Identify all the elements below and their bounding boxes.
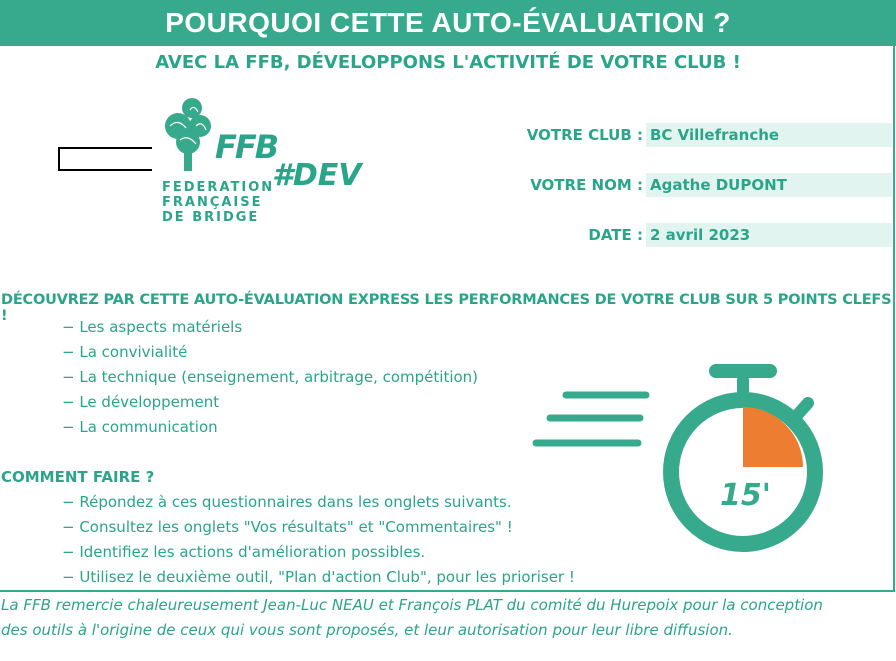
list-item: − Consultez les onglets "Vos résultats" … xyxy=(62,518,513,536)
logo-federation-text: FEDERATION FRANÇAISE DE BRIDGE xyxy=(162,180,274,225)
intro-title: DÉCOUVREZ PAR CETTE AUTO-ÉVALUATION EXPR… xyxy=(1,292,892,324)
date-field[interactable]: 2 avril 2023 xyxy=(646,223,892,247)
list-item: − Utilisez le deuxième outil, "Plan d'ac… xyxy=(62,568,575,586)
subtitle: AVEC LA FFB, DÉVELOPPONS L'ACTIVITÉ DE V… xyxy=(155,52,741,73)
list-item: − La convivialité xyxy=(62,343,188,361)
stopwatch-icon: 15' xyxy=(532,364,823,552)
ffb-tree-logo-icon xyxy=(165,98,211,171)
footer-credits: La FFB remercie chaleureusement Jean-Luc… xyxy=(1,593,823,643)
date-label: DATE : xyxy=(588,226,643,244)
footer-line-1: La FFB remercie chaleureusement Jean-Luc… xyxy=(1,596,823,614)
list-item: − La communication xyxy=(62,418,218,436)
footer-line-2: des outils à l'origine de ceux qui vous … xyxy=(1,621,733,639)
logo-line-2: FRANÇAISE xyxy=(162,195,263,210)
list-item: − La technique (enseignement, arbitrage,… xyxy=(62,368,479,386)
name-field[interactable]: Agathe DUPONT xyxy=(646,173,892,197)
club-field[interactable]: BC Villefranche xyxy=(646,123,892,147)
howto-list: − Répondez à ces questionnaires dans les… xyxy=(62,490,575,590)
key-points-list: − Les aspects matériels − La convivialit… xyxy=(62,315,478,440)
stopwatch-label: 15' xyxy=(720,478,771,513)
logo-line-1: FEDERATION xyxy=(162,180,275,195)
list-item: − Répondez à ces questionnaires dans les… xyxy=(62,493,512,511)
sheet-border xyxy=(0,46,895,592)
list-item: − Le développement xyxy=(62,393,220,411)
dev-hashtag: #DEV xyxy=(272,158,362,193)
ffb-wordmark: FFB xyxy=(215,128,279,166)
page-banner-title: POURQUOI CETTE AUTO-ÉVALUATION ? xyxy=(0,0,896,46)
selected-shape-outline[interactable] xyxy=(58,147,152,171)
club-label: VOTRE CLUB : xyxy=(526,126,643,144)
howto-title: COMMENT FAIRE ? xyxy=(1,468,155,486)
list-item: − Identifiez les actions d'amélioration … xyxy=(62,543,426,561)
list-item: − Les aspects matériels xyxy=(62,318,243,336)
logo-line-3: DE BRIDGE xyxy=(162,210,260,225)
name-label: VOTRE NOM : xyxy=(530,176,643,194)
